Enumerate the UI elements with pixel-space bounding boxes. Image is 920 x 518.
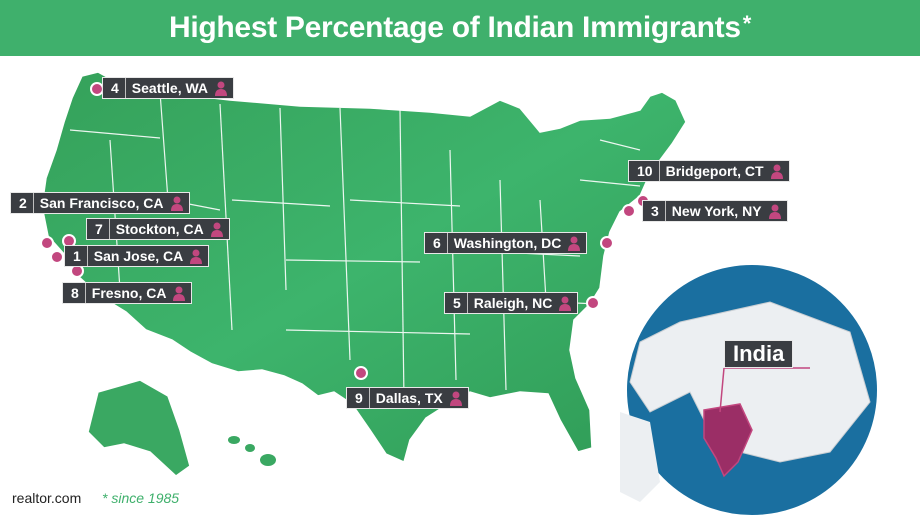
pin-new-york[interactable] [622,204,636,218]
label-raleigh[interactable]: 5 Raleigh, NC [444,292,579,314]
pin-washington[interactable] [600,236,614,250]
state-borders [69,91,641,401]
hawaii-shape [228,436,276,466]
city-stockton: Stockton, CA [115,221,204,237]
rank-seattle: 4 [103,78,126,98]
city-seattle: Seattle, WA [131,80,209,96]
pin-raleigh[interactable] [586,296,600,310]
label-dallas[interactable]: 9 Dallas, TX [346,387,469,409]
label-washington[interactable]: 6 Washington, DC [424,232,588,254]
person-icon [568,236,581,251]
city-bridgeport: Bridgeport, CT [665,163,764,179]
label-bridgeport[interactable]: 10 Bridgeport, CT [628,160,790,182]
person-icon [768,204,781,219]
rank-san-jose: 1 [65,246,88,266]
africa-landmass [620,412,660,502]
city-new-york: New York, NY [671,203,762,219]
rank-fresno: 8 [63,283,86,303]
rank-stockton: 7 [87,219,110,239]
label-stockton[interactable]: 7 Stockton, CA [86,218,230,240]
title-asterisk: * [742,11,752,36]
india-shape [703,403,753,478]
pin-dallas[interactable] [354,366,368,380]
pin-san-francisco[interactable] [40,236,54,250]
person-icon [210,222,223,237]
rank-san-francisco: 2 [11,193,34,213]
person-icon [173,286,186,301]
city-washington: Washington, DC [453,235,562,251]
rank-bridgeport: 10 [629,161,660,181]
city-raleigh: Raleigh, NC [473,295,553,311]
person-icon [770,164,783,179]
alaska-shape [87,379,191,477]
city-san-francisco: San Francisco, CA [39,195,164,211]
brand-logo: realtor.com [12,490,82,506]
us-map [41,71,687,477]
title-text: Highest Percentage of Indian Immigrants [168,11,741,44]
city-fresno: Fresno, CA [91,285,167,301]
person-icon [559,296,572,311]
rank-washington: 6 [425,233,448,253]
us-mainland-shape [41,71,687,464]
city-san-jose: San Jose, CA [93,248,184,264]
india-label: India [724,340,794,368]
label-san-francisco[interactable]: 2 San Francisco, CA [10,192,190,214]
person-icon [170,196,183,211]
person-icon [190,249,203,264]
footnote: * since 1985 [102,490,180,506]
label-seattle[interactable]: 4 Seattle, WA [102,77,235,99]
rank-raleigh: 5 [445,293,468,313]
label-san-jose[interactable]: 1 San Jose, CA [64,245,210,267]
rank-new-york: 3 [643,201,666,221]
title-banner: Highest Percentage of Indian Immigrants* [0,0,920,56]
rank-dallas: 9 [347,388,370,408]
globe [620,263,879,517]
pin-san-jose[interactable] [50,250,64,264]
person-icon [215,81,228,96]
city-dallas: Dallas, TX [375,390,443,406]
label-new-york[interactable]: 3 New York, NY [642,200,788,222]
page-title: Highest Percentage of Indian Immigrants* [169,11,751,45]
person-icon [449,391,462,406]
label-fresno[interactable]: 8 Fresno, CA [62,282,193,304]
